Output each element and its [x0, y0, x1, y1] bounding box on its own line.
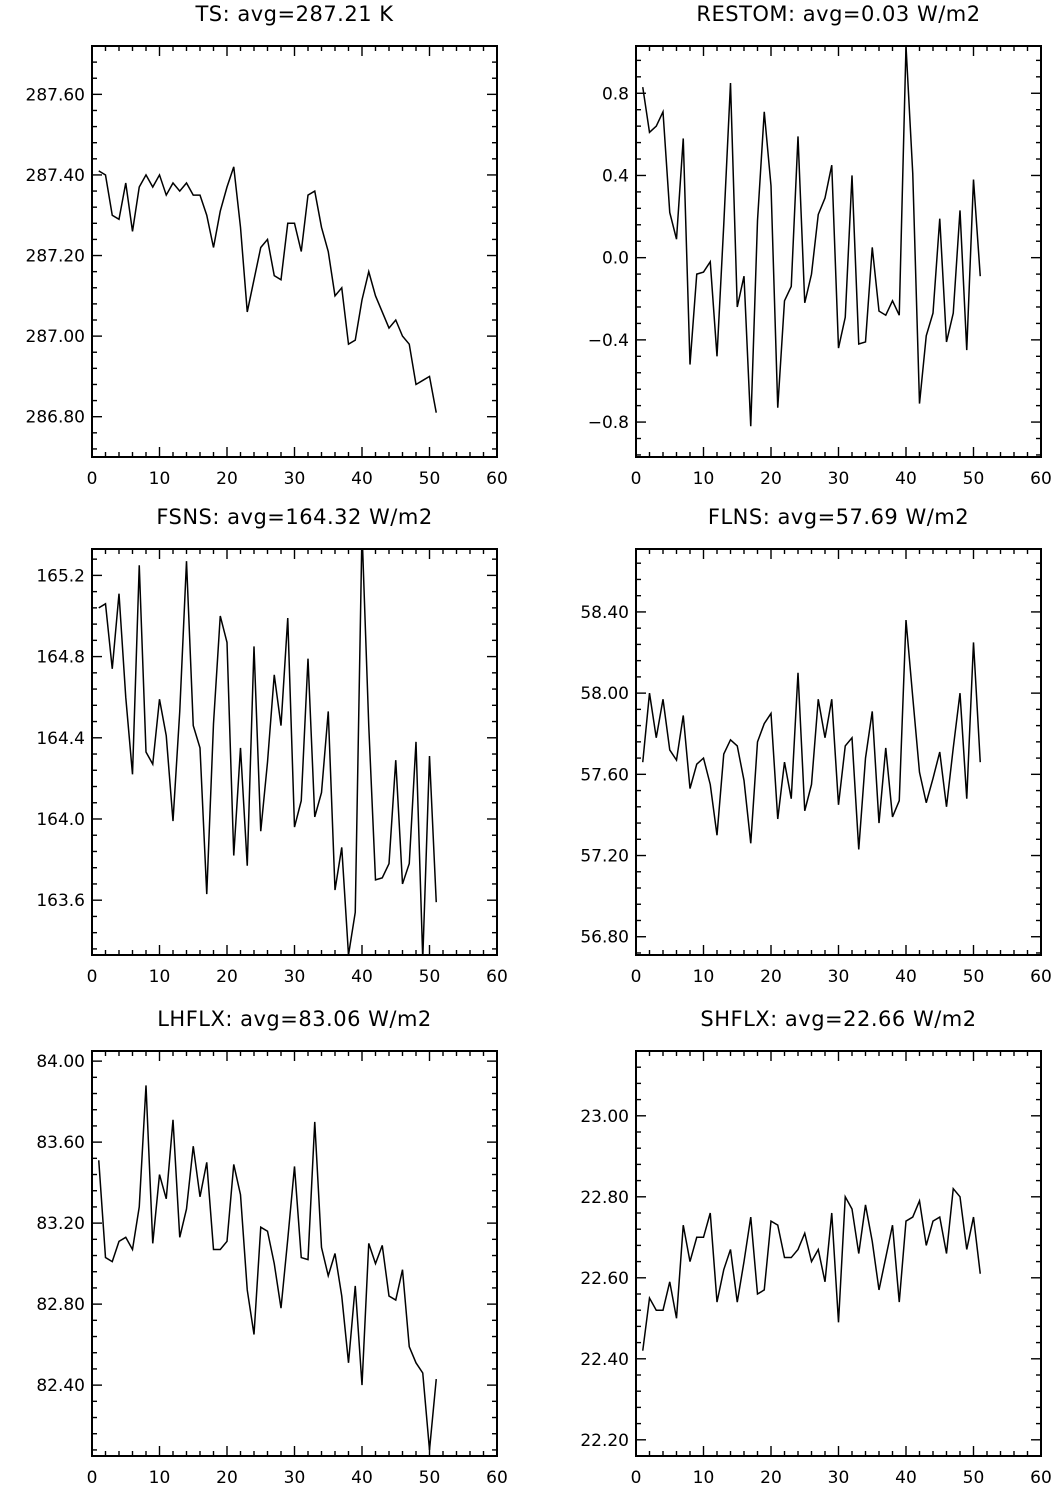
chart-4: FLNS: avg=57.69 W/m2 0 10 20 30 40 50 60 56.80 57… [580, 505, 1051, 987]
chart-5-xtick-label: 40 [351, 1468, 373, 1488]
chart-1-xtick-label: 30 [284, 469, 306, 489]
chart-1-ytick-label: 287.20 [26, 247, 85, 267]
chart-4-xtick-label: 40 [895, 967, 917, 987]
chart-5: LHFLX: avg=83.06 W/m2 0 10 20 30 40 50 60 82.40 8… [36, 1007, 507, 1488]
chart-5-xtick-label: 0 [87, 1468, 98, 1488]
chart-2-ytick-label: 0.4 [602, 166, 629, 186]
chart-6-xtick-label: 0 [631, 1468, 642, 1488]
chart-2-ytick-label: 0.8 [602, 84, 629, 104]
chart-2-plot-frame [635, 45, 1042, 458]
chart-4-series-line [642, 619, 981, 850]
chart-2-series-line [642, 46, 981, 427]
chart-2-xtick-label: 40 [895, 469, 917, 489]
chart-1-title: TS: avg=287.21 K [194, 2, 394, 26]
chart-2-ytick-label: 0.0 [602, 249, 629, 269]
chart-1-xtick-label: 40 [351, 469, 373, 489]
chart-5-ytick-label: 83.60 [36, 1133, 85, 1153]
chart-5-ytick-label: 82.40 [36, 1376, 85, 1396]
chart-2-xtick-label: 50 [963, 469, 985, 489]
chart-5-xtick-label: 60 [486, 1468, 508, 1488]
chart-3: FSNS: avg=164.32 W/m2 0 10 20 30 40 50 60 163.6 1… [36, 505, 507, 987]
chart-6-title: SHFLX: avg=22.66 W/m2 [700, 1007, 976, 1031]
chart-4-xtick-label: 20 [760, 967, 782, 987]
chart-6-xtick-label: 20 [760, 1468, 782, 1488]
chart-6-xtick-label: 40 [895, 1468, 917, 1488]
chart-6-ytick-label: 22.80 [580, 1188, 629, 1208]
chart-6: SHFLX: avg=22.66 W/m2 0 10 20 30 40 50 60 22.20 2… [580, 1007, 1051, 1488]
chart-3-title: FSNS: avg=164.32 W/m2 [156, 505, 432, 529]
chart-6-xtick-label: 10 [693, 1468, 715, 1488]
chart-1-xtick-label: 0 [87, 469, 98, 489]
chart-2-xtick-label: 60 [1030, 469, 1052, 489]
chart-4-title: FLNS: avg=57.69 W/m2 [708, 505, 969, 529]
chart-5-ytick-label: 84.00 [36, 1052, 85, 1072]
chart-3-xtick-label: 0 [87, 967, 98, 987]
chart-4-xtick-label: 30 [828, 967, 850, 987]
chart-6-plot-frame [635, 1050, 1042, 1457]
chart-4-xtick-label: 0 [631, 967, 642, 987]
chart-6-ytick-label: 22.60 [580, 1269, 629, 1289]
chart-1-ytick-label: 286.80 [26, 408, 85, 428]
chart-3-xtick-label: 10 [149, 967, 171, 987]
chart-3-ytick-label: 164.8 [36, 648, 85, 668]
chart-1-ytick-label: 287.40 [26, 166, 85, 186]
chart-3-ytick-label: 164.4 [36, 729, 85, 749]
chart-4-xtick-label: 50 [963, 967, 985, 987]
chart-1-ytick-label: 287.00 [26, 327, 85, 347]
chart-4-xtick-label: 10 [693, 967, 715, 987]
chart-4-ytick-label: 56.80 [580, 928, 629, 948]
chart-3-ytick-label: 163.6 [36, 891, 85, 911]
chart-6-series-line [642, 1186, 981, 1351]
chart-5-ytick-label: 83.20 [36, 1214, 85, 1234]
chart-5-xtick-label: 50 [419, 1468, 441, 1488]
chart-5-plot-frame [91, 1050, 498, 1457]
chart-2-ytick-label: −0.8 [588, 413, 629, 433]
chart-6-ytick-label: 23.00 [580, 1107, 629, 1127]
chart-6-xtick-label: 30 [828, 1468, 850, 1488]
chart-5-title: LHFLX: avg=83.06 W/m2 [157, 1007, 432, 1031]
chart-1-ytick-label: 287.60 [26, 85, 85, 105]
chart-1-xtick-label: 10 [149, 469, 171, 489]
chart-4-ytick-label: 57.60 [580, 765, 629, 785]
chart-5-series-line [98, 1085, 437, 1450]
chart-1: TS: avg=287.21 K 0 10 20 30 40 50 60 286.80 287.0… [26, 2, 508, 489]
chart-4-ytick-label: 58.40 [580, 603, 629, 623]
chart-4-ytick-label: 57.20 [580, 847, 629, 867]
chart-6-xtick-label: 60 [1030, 1468, 1052, 1488]
chart-5-xtick-label: 10 [149, 1468, 171, 1488]
chart-3-xtick-label: 30 [284, 967, 306, 987]
chart-3-xtick-label: 40 [351, 967, 373, 987]
chart-3-ytick-label: 164.0 [36, 810, 85, 830]
chart-4-xtick-label: 60 [1030, 967, 1052, 987]
chart-2-xtick-label: 30 [828, 469, 850, 489]
chart-2-xtick-label: 0 [631, 469, 642, 489]
chart-2-xtick-label: 20 [760, 469, 782, 489]
chart-6-ytick-label: 22.40 [580, 1350, 629, 1370]
chart-3-xtick-label: 50 [419, 967, 441, 987]
chart-4-ytick-label: 58.00 [580, 684, 629, 704]
chart-5-xtick-label: 20 [216, 1468, 238, 1488]
chart-3-xtick-label: 20 [216, 967, 238, 987]
chart-6-ytick-label: 22.20 [580, 1431, 629, 1451]
chart-3-xtick-label: 60 [486, 967, 508, 987]
chart-5-xtick-label: 30 [284, 1468, 306, 1488]
chart-3-ytick-label: 165.2 [36, 566, 85, 586]
chart-2-xtick-label: 10 [693, 469, 715, 489]
chart-1-xtick-label: 20 [216, 469, 238, 489]
chart-1-xtick-label: 60 [486, 469, 508, 489]
chart-1-plot-frame [91, 45, 498, 458]
chart-2-title: RESTOM: avg=0.03 W/m2 [696, 2, 980, 26]
chart-5-ytick-label: 82.80 [36, 1295, 85, 1315]
chart-3-series-line [98, 549, 437, 955]
chart-2: RESTOM: avg=0.03 W/m2 0 10 20 30 40 50 60 −0.8 −0… [588, 2, 1052, 489]
chart-6-xtick-label: 50 [963, 1468, 985, 1488]
chart-2-ytick-label: −0.4 [588, 331, 629, 351]
chart-1-series-line [98, 166, 437, 413]
chart-1-xtick-label: 50 [419, 469, 441, 489]
